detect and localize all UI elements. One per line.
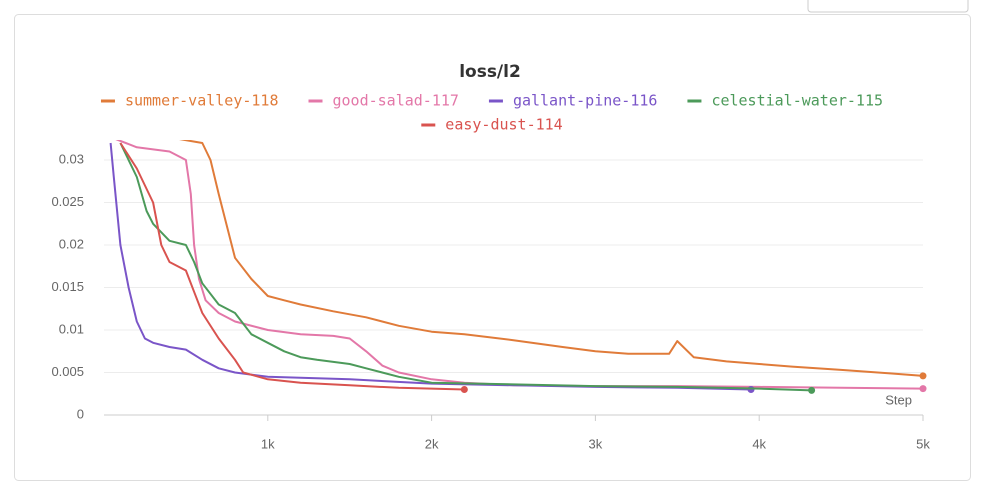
x-tick-label: 4k bbox=[752, 436, 766, 451]
card bbox=[14, 14, 971, 481]
legend-label: celestial-water-115 bbox=[711, 92, 883, 110]
y-tick-label: 0.025 bbox=[51, 194, 84, 209]
legend-item: gallant-pine-116 bbox=[488, 92, 658, 110]
legend-item: easy-dust-114 bbox=[421, 116, 563, 134]
x-tick-label: 1k bbox=[261, 436, 275, 451]
x-tick-label: 3k bbox=[589, 436, 603, 451]
end-point bbox=[808, 386, 816, 394]
toolbar-button[interactable] bbox=[807, 0, 969, 13]
end-point bbox=[747, 386, 755, 393]
y-tick-label: 0 bbox=[77, 406, 84, 421]
legend-item: celestial-water-115 bbox=[687, 92, 883, 110]
legend-label: summer-valley-118 bbox=[125, 92, 279, 110]
end-point bbox=[919, 372, 927, 380]
series-line bbox=[119, 142, 812, 392]
y-tick-label: 0.005 bbox=[51, 364, 84, 379]
x-tick-label: 5k bbox=[916, 436, 930, 451]
series-line bbox=[179, 140, 924, 377]
legend-item: summer-valley-118 bbox=[100, 92, 279, 110]
y-tick-label: 0.01 bbox=[59, 321, 84, 336]
chart-title: loss/l2 bbox=[459, 62, 521, 82]
x-axis-label: Step bbox=[885, 392, 912, 407]
legend-label: gallant-pine-116 bbox=[513, 92, 658, 110]
legend-label: easy-dust-114 bbox=[445, 116, 562, 134]
y-tick-label: 0.02 bbox=[59, 236, 84, 251]
legend-item: good-salad-117 bbox=[308, 92, 459, 110]
x-tick-label: 2k bbox=[425, 436, 439, 451]
series-line bbox=[119, 142, 465, 391]
y-tick-label: 0.015 bbox=[51, 279, 84, 294]
end-point bbox=[460, 386, 468, 393]
y-tick-label: 0.03 bbox=[59, 151, 84, 166]
end-point bbox=[919, 385, 927, 393]
legend-label: good-salad-117 bbox=[333, 92, 459, 110]
